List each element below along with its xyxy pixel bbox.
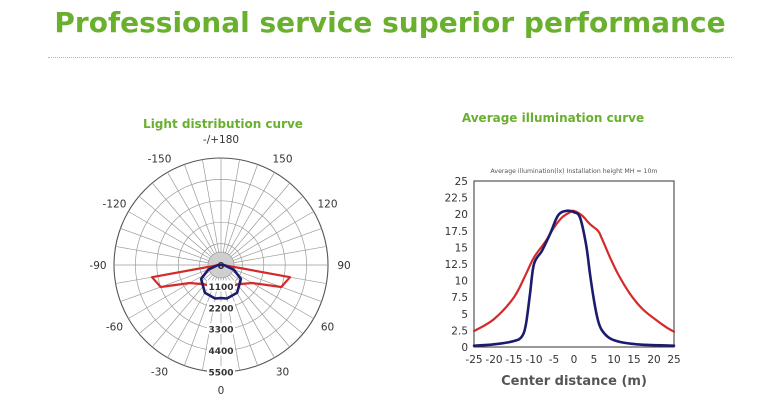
x-tick-label: 20 bbox=[647, 354, 660, 366]
x-tick-label: 0 bbox=[571, 354, 578, 366]
x-axis-label: Center distance (m) bbox=[501, 374, 647, 389]
polar-radial-label-bg bbox=[207, 301, 235, 313]
polar-spoke bbox=[233, 228, 322, 261]
y-tick-label: 0 bbox=[461, 342, 468, 354]
y-tick-label: 2.5 bbox=[451, 325, 468, 337]
polar-chart-title: Light distribution curve bbox=[143, 117, 303, 131]
illumination-curve-0 bbox=[472, 209, 676, 333]
polar-spoke bbox=[227, 172, 275, 254]
polar-spoke bbox=[128, 211, 210, 259]
chart-annotation: Average illumination(lx) Installation he… bbox=[491, 168, 658, 175]
x-tick-label: 10 bbox=[607, 354, 620, 366]
polar-spoke bbox=[222, 159, 240, 253]
polar-angle-label: 60 bbox=[321, 322, 334, 334]
polar-angle-label: 90 bbox=[337, 260, 350, 272]
polar-spoke bbox=[233, 246, 327, 264]
y-tick-label: 17.5 bbox=[445, 226, 468, 238]
x-tick-label: -5 bbox=[549, 354, 559, 366]
polar-spoke bbox=[232, 211, 314, 259]
polar-radial-label-bg bbox=[207, 280, 235, 292]
x-tick-label: 15 bbox=[627, 354, 640, 366]
polar-spoke bbox=[184, 164, 217, 253]
x-tick-label: 5 bbox=[591, 354, 598, 366]
polar-spoke bbox=[225, 277, 258, 366]
y-tick-label: 12.5 bbox=[445, 259, 468, 271]
polar-angle-label: 150 bbox=[272, 153, 292, 165]
x-tick-label: 25 bbox=[667, 354, 680, 366]
polar-spoke bbox=[138, 195, 212, 257]
illumination-curve-1 bbox=[472, 209, 676, 347]
polar-radial-label: 2200 bbox=[208, 304, 233, 314]
polar-spoke bbox=[184, 277, 217, 366]
x-tick-label: -25 bbox=[465, 354, 482, 366]
polar-angle-label: 0 bbox=[218, 385, 225, 397]
polar-spoke bbox=[120, 228, 209, 261]
x-tick-label: -20 bbox=[485, 354, 502, 366]
y-tick-label: 10 bbox=[455, 276, 468, 288]
polar-spoke bbox=[115, 246, 209, 264]
polar-radial-label-bg bbox=[207, 323, 235, 335]
polar-angle-label: -/+180 bbox=[203, 134, 239, 146]
polar-curve-1 bbox=[199, 263, 243, 300]
polar-radial-label-bg bbox=[207, 366, 235, 377]
y-tick-label: 7.5 bbox=[451, 292, 468, 304]
polar-angle-label: -30 bbox=[151, 367, 168, 379]
polar-radial-label: 3300 bbox=[208, 326, 233, 336]
polar-angle-label: 120 bbox=[317, 199, 337, 211]
polar-spoke bbox=[202, 159, 220, 253]
plot-frame bbox=[473, 180, 675, 348]
illumination-chart-title: Average illumination curve bbox=[461, 111, 645, 125]
polar-spoke bbox=[167, 276, 215, 358]
x-tick-label: -15 bbox=[505, 354, 522, 366]
polar-radial-label: 1100 bbox=[208, 283, 233, 293]
polar-spoke bbox=[230, 195, 304, 257]
polar-angle-label: -120 bbox=[103, 199, 127, 211]
polar-radial-label: 5500 bbox=[208, 369, 233, 379]
y-tick-label: 15 bbox=[455, 242, 468, 254]
polar-spoke bbox=[229, 182, 291, 256]
page-headline: Professional service superior performanc… bbox=[54, 6, 726, 39]
polar-center-label: 0 bbox=[218, 261, 225, 272]
polar-spoke bbox=[227, 276, 275, 358]
polar-spoke bbox=[232, 271, 314, 319]
y-tick-label: 5 bbox=[461, 309, 468, 321]
polar-spoke bbox=[167, 172, 215, 254]
polar-angle-label: -150 bbox=[148, 153, 172, 165]
polar-spoke bbox=[225, 164, 258, 253]
polar-radial-label-bg bbox=[207, 344, 235, 356]
polar-radial-label: 4400 bbox=[208, 347, 233, 357]
polar-spoke bbox=[151, 182, 213, 256]
polar-angle-label: -60 bbox=[106, 322, 123, 334]
dotted-divider bbox=[48, 57, 732, 58]
y-tick-label: 20 bbox=[455, 209, 468, 221]
polar-angle-label: -90 bbox=[89, 260, 106, 272]
polar-spoke bbox=[128, 271, 210, 319]
polar-angle-label: 30 bbox=[276, 367, 289, 379]
y-tick-label: 22.5 bbox=[445, 193, 468, 205]
x-tick-label: -10 bbox=[525, 354, 542, 366]
y-tick-label: 25 bbox=[455, 176, 468, 188]
